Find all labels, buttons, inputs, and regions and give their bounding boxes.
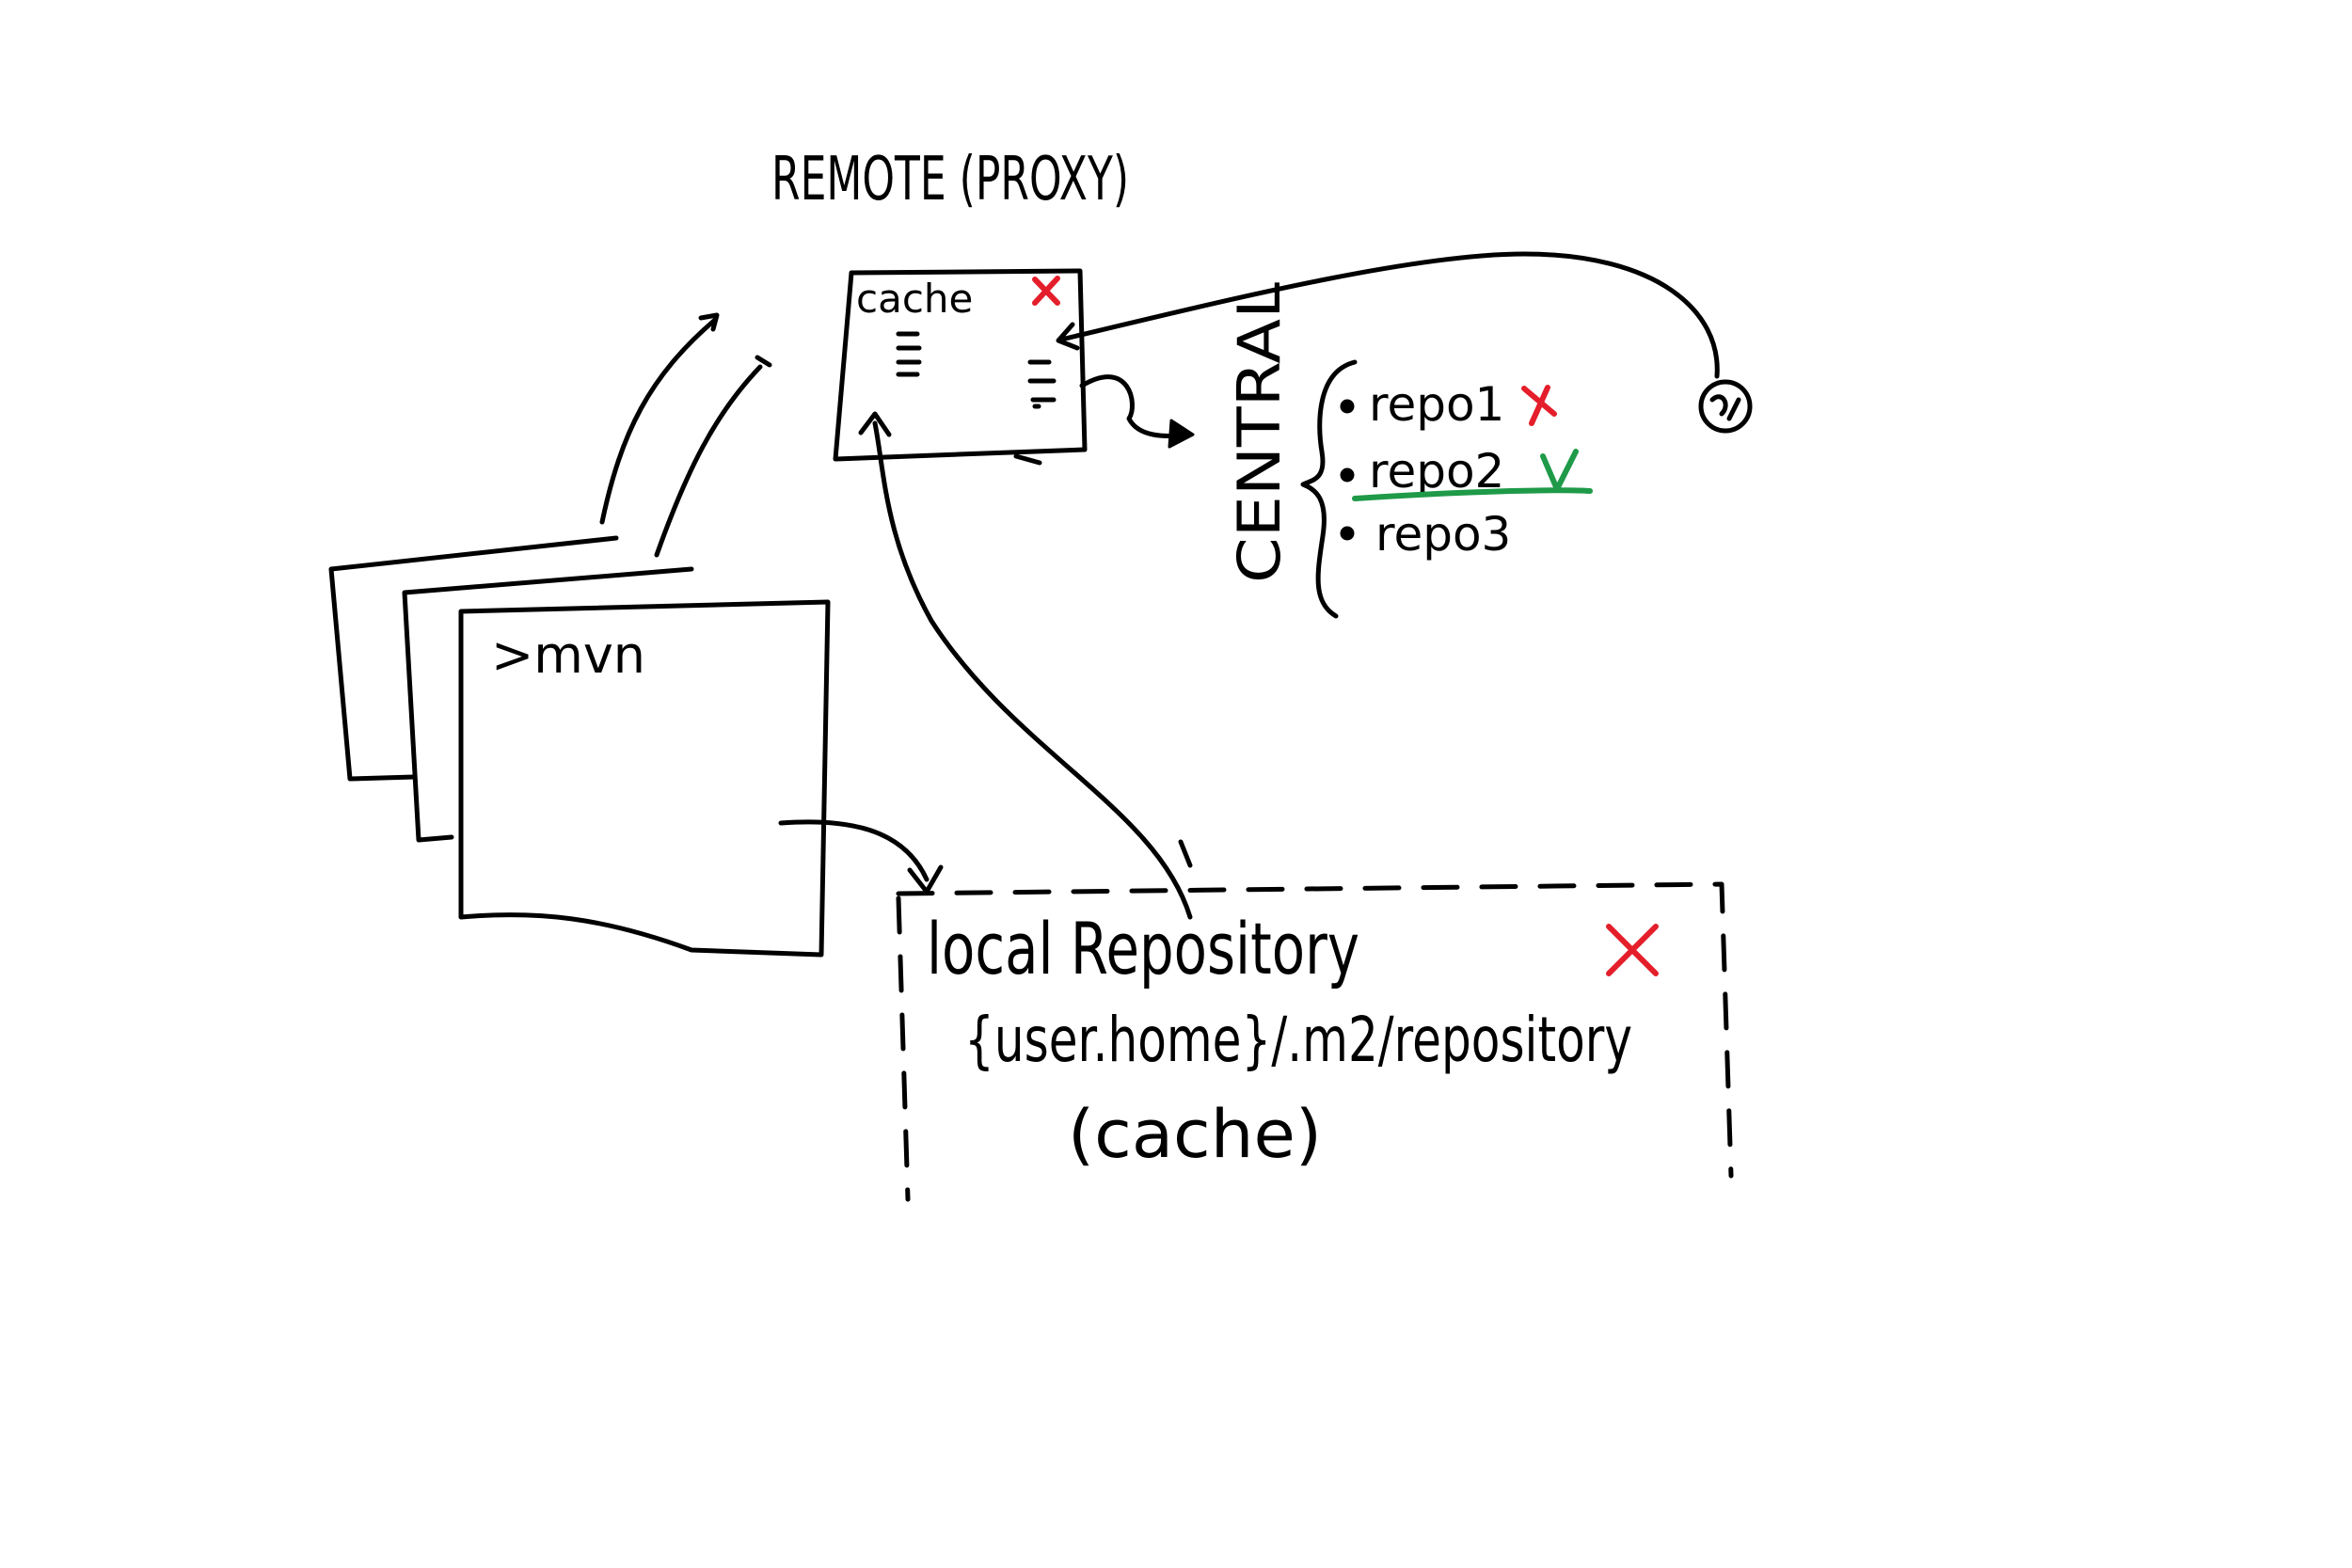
arrow-terminal-to-local-repo — [778, 819, 930, 882]
arrow-proxy-to-central — [1079, 374, 1188, 438]
local-repo-title: local Repository — [927, 907, 1359, 990]
arrow-head-to-central — [1168, 419, 1195, 449]
local-repo-dashed-border — [896, 881, 1734, 1202]
end-node-icon — [1698, 379, 1753, 434]
remote-error-icon — [1032, 276, 1060, 306]
arrow-head-down-local — [1178, 839, 1193, 868]
cache-lines-icon — [896, 331, 922, 377]
repo1-failed-icon — [1521, 385, 1557, 426]
central-brace — [1300, 359, 1358, 619]
cache-dashed-lines-icon — [1027, 359, 1057, 409]
terminal-prompt: >mvn — [491, 626, 645, 685]
repo2-underline — [1352, 487, 1593, 501]
repo-list: repo1 repo2 repo3 — [1340, 377, 1593, 562]
proxy-return-stroke — [1013, 453, 1042, 466]
terminal-front — [458, 599, 831, 958]
end-node-scribble — [1709, 394, 1741, 421]
arrow-local-repo-to-proxy — [872, 420, 1193, 920]
arrow-head-2 — [755, 355, 772, 368]
remote-title: REMOTE (PROXY) — [771, 145, 1129, 214]
remote-proxy-box: cache — [833, 268, 1088, 462]
arrow-terminal-to-remote-1 — [599, 317, 718, 525]
repo-bullet-icon — [1340, 467, 1355, 483]
local-repo-note: (cache) — [1068, 1096, 1322, 1173]
arrow-head-up-proxy — [858, 411, 892, 437]
remote-cache-label: cache — [856, 276, 973, 322]
repo-item-1: repo1 — [1369, 377, 1504, 432]
repo-bullet-icon — [1340, 526, 1355, 541]
terminal-middle — [402, 566, 694, 843]
local-repository-box: local Repository {user.home}/.m2/reposit… — [896, 881, 1734, 1202]
arrow-head-into-proxy — [1056, 322, 1080, 351]
local-repo-path: {user.home}/.m2/repository — [964, 1004, 1632, 1076]
central-label: CENTRAL — [1225, 281, 1294, 583]
repo-bullet-icon — [1340, 399, 1355, 414]
local-repo-error-icon — [1606, 924, 1659, 976]
arrow-from-central-loop — [1062, 251, 1720, 379]
terminal-back — [328, 535, 619, 782]
arrow-head-1 — [698, 312, 720, 332]
arrow-terminal-to-remote-2 — [654, 364, 763, 558]
terminal-stack: >mvn — [328, 312, 831, 958]
repo-item-3: repo3 — [1375, 507, 1511, 562]
repo2-ok-icon — [1540, 449, 1579, 492]
